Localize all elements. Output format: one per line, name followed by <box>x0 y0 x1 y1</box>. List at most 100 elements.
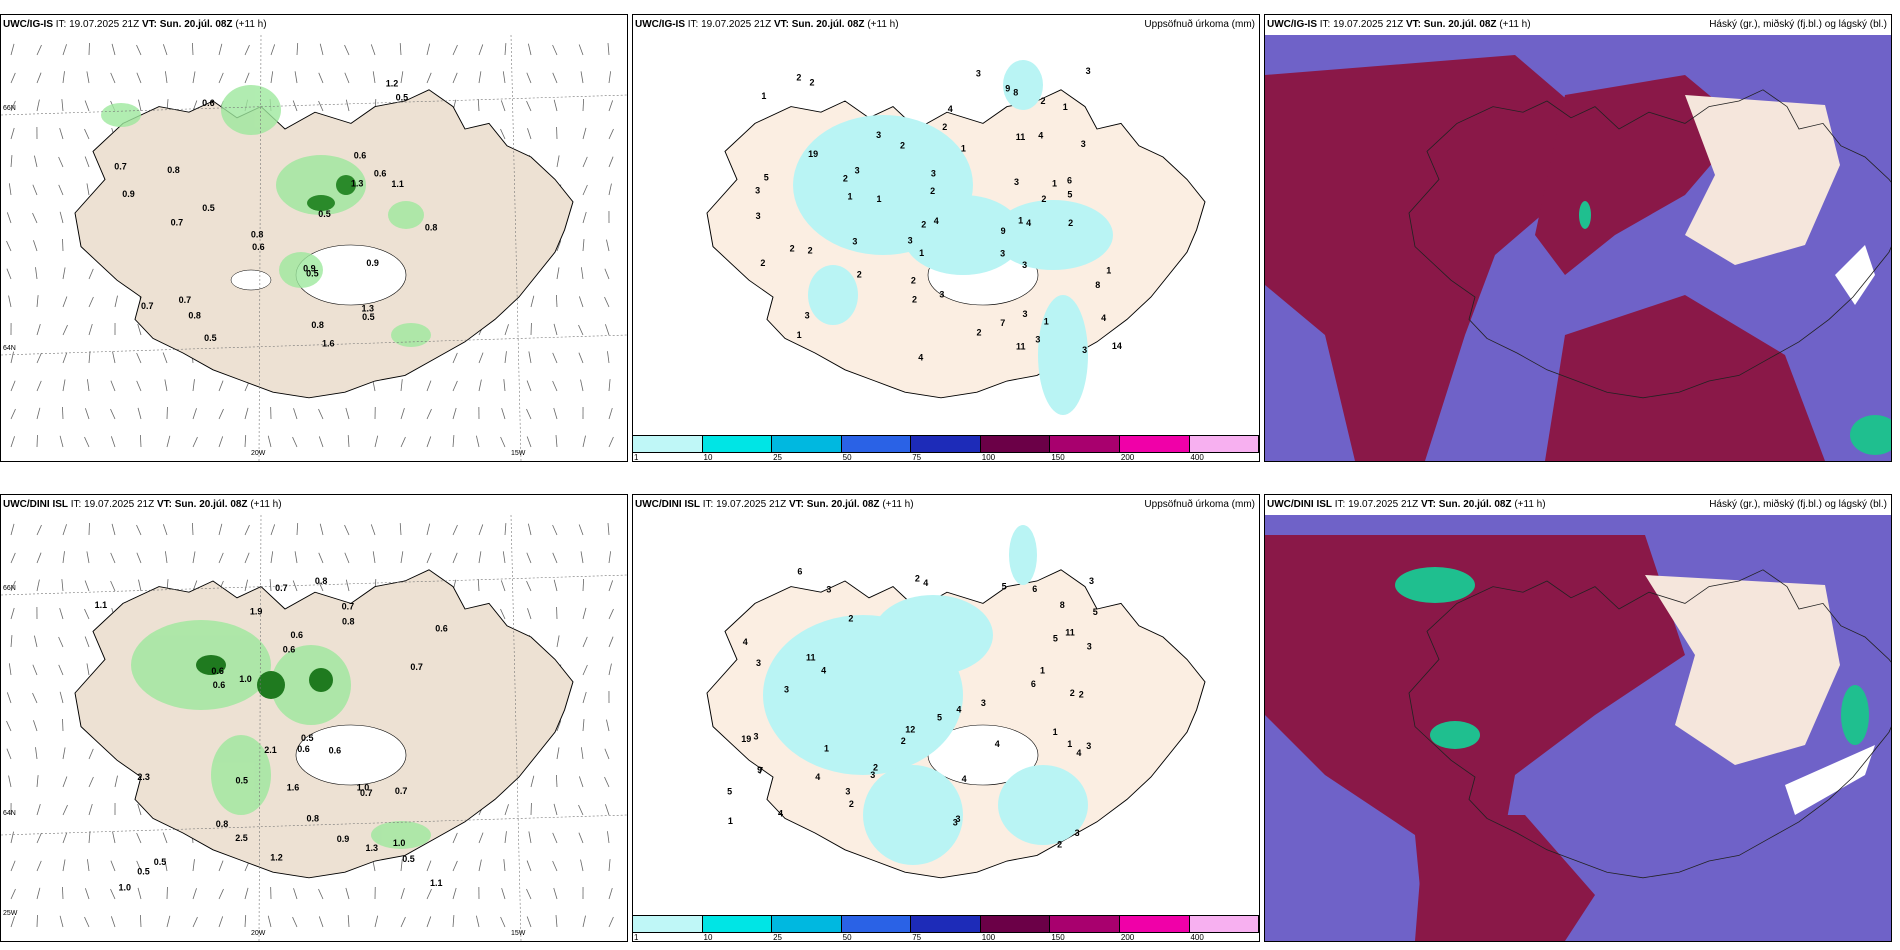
map-value-label: 0.6 <box>211 666 224 676</box>
wind-barb <box>556 267 560 280</box>
wind-barb <box>62 407 64 420</box>
wind-barb <box>555 915 558 928</box>
wind-barb <box>87 859 90 872</box>
wind-barb <box>607 831 610 844</box>
wind-barb <box>582 664 588 676</box>
cloud-map[interactable] <box>1265 35 1891 461</box>
wind-barb <box>62 859 66 872</box>
map-value-label: 3 <box>1086 741 1091 751</box>
legend-tick: 150 <box>1051 453 1065 462</box>
map-value-label: 14 <box>1112 341 1122 351</box>
legend-swatch <box>1119 916 1190 932</box>
wind-barb <box>607 43 610 56</box>
wind-barb <box>136 72 142 84</box>
wind-map[interactable]: 66N 64N 20W 15W 25W 0.5 0.7 0.5 1.6 1.9 0.8 1.… <box>1 515 627 941</box>
wind-barb <box>110 72 116 84</box>
map-value-label: 2 <box>1041 96 1046 106</box>
wind-barb <box>500 436 506 448</box>
wind-barb <box>292 436 298 448</box>
map-value-label: 2 <box>1070 688 1075 698</box>
cloud-map[interactable] <box>1265 515 1891 941</box>
map-value-label: 4 <box>1076 748 1081 758</box>
wind-barb <box>164 551 168 564</box>
wind-barb <box>59 607 64 620</box>
wind-barb <box>61 99 64 112</box>
wind-barb <box>580 379 584 392</box>
wind-barb <box>608 663 612 676</box>
wind-barb <box>192 859 195 872</box>
map-value-label: 11 <box>806 653 816 663</box>
wind-barb <box>192 436 198 448</box>
wind-barb <box>478 832 484 844</box>
legend-swatch <box>772 436 842 452</box>
wind-barb <box>136 44 142 56</box>
wind-barb <box>293 888 298 900</box>
map-value-label: 1 <box>876 194 881 204</box>
wind-barb <box>112 831 116 844</box>
wind-barb <box>218 43 223 56</box>
wind-barb <box>294 71 298 84</box>
wind-barb <box>62 776 68 788</box>
wind-barb <box>270 71 274 84</box>
precip-legend: 1 10 25 50 75 100 150 200 400 <box>633 915 1259 941</box>
wind-barb <box>553 803 558 816</box>
wind-barb <box>88 748 94 760</box>
wind-barb <box>400 379 403 392</box>
wind-barb <box>36 99 40 112</box>
legend-swatch <box>1189 436 1259 452</box>
wind-barb <box>137 887 142 900</box>
wind-barb <box>582 579 585 592</box>
map-value-label: 6 <box>1067 175 1072 185</box>
wind-barb <box>553 579 558 592</box>
map-value-label: 2 <box>849 799 854 809</box>
map-value-label: 4 <box>962 774 967 784</box>
wind-barb <box>556 240 562 252</box>
wind-barb <box>244 407 249 420</box>
wind-barb <box>552 44 558 56</box>
map-value-label: 1.3 <box>362 304 375 314</box>
map-value-label: 0.6 <box>202 98 215 108</box>
wind-barb <box>110 888 116 900</box>
map-value-label: 0.8 <box>188 311 201 321</box>
wind-barb <box>36 887 41 900</box>
wind-barb <box>604 296 610 308</box>
wind-map[interactable]: 66N 64N 20W 15W 1.6 0.6 0.7 0.8 0.6 0.8 0.8 0.5… <box>1 35 627 461</box>
wind-barb <box>399 523 402 536</box>
wind-barb <box>10 408 16 420</box>
wind-barb <box>344 44 350 56</box>
map-value-label: 2 <box>900 141 905 151</box>
wind-barb <box>36 860 42 872</box>
wind-barb <box>500 916 506 928</box>
wind-barb <box>530 295 535 308</box>
wind-barb <box>478 71 482 84</box>
wind-barb <box>526 100 532 112</box>
map-value-label: 3 <box>1035 335 1040 345</box>
wind-barb <box>608 379 611 392</box>
wind-barb <box>556 155 560 168</box>
svg-text:25W: 25W <box>3 910 18 917</box>
map-value-label: 0.7 <box>275 583 288 593</box>
wind-barb <box>374 915 379 928</box>
wind-barb <box>503 379 506 392</box>
wind-barb <box>452 860 458 872</box>
legend-tick: 50 <box>842 453 852 462</box>
map-value-label: 3 <box>981 698 986 708</box>
lat-label-66: 66N <box>3 105 16 112</box>
wind-barb <box>318 916 324 928</box>
wind-barb <box>578 44 584 56</box>
wind-barb <box>138 99 142 112</box>
wind-barb <box>84 128 90 140</box>
map-value-label: 3 <box>1086 66 1091 76</box>
wind-barb <box>10 552 16 564</box>
wind-barb <box>452 407 457 420</box>
map-value-label: 1.3 <box>351 178 364 188</box>
map-value-label: 19 <box>741 734 751 744</box>
wind-barb <box>10 860 16 872</box>
wind-barb <box>478 352 484 364</box>
map-value-label: 2 <box>857 269 862 279</box>
wind-barb <box>136 552 142 564</box>
wind-barb <box>608 71 612 84</box>
